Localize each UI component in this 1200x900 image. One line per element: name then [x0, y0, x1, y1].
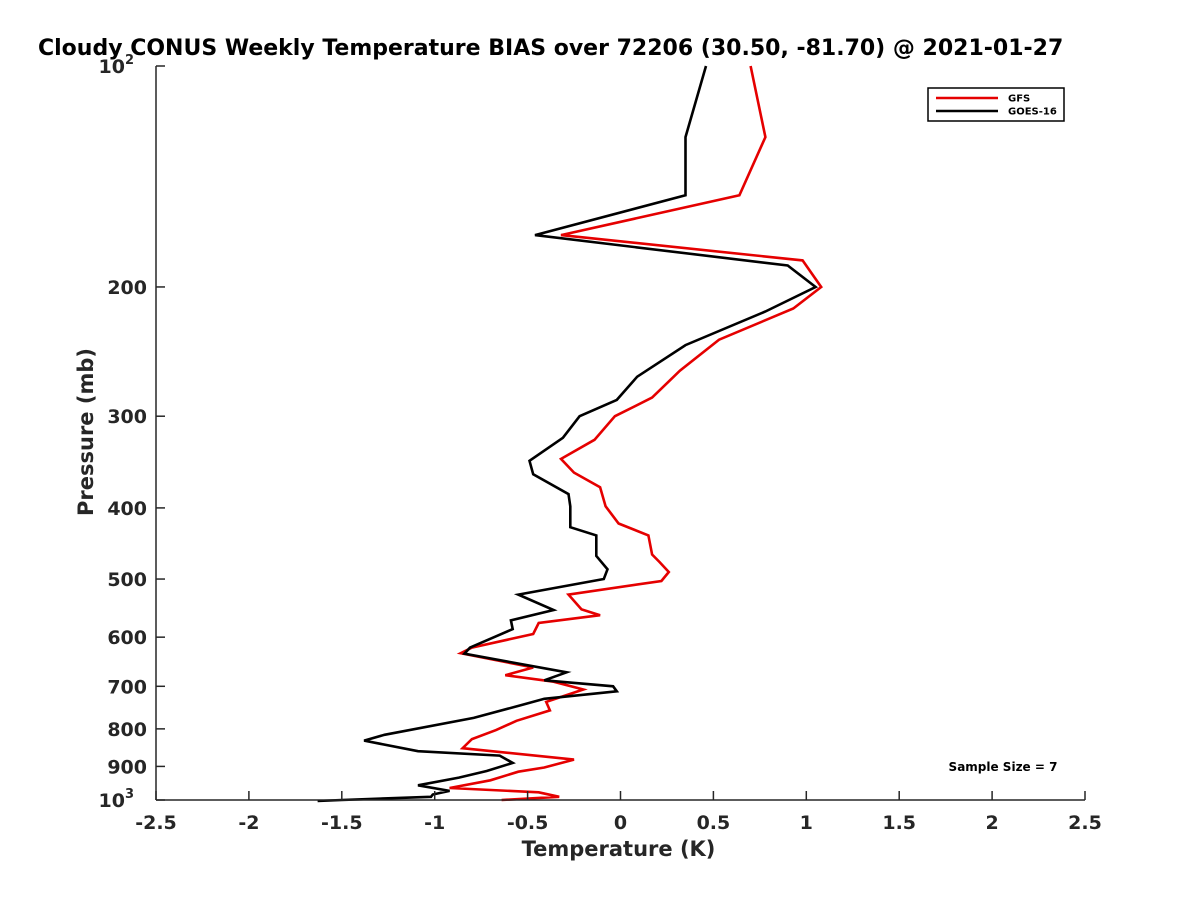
- sample-size-annotation: Sample Size = 7: [949, 760, 1058, 774]
- x-tick-label: 2.5: [1068, 812, 1102, 834]
- series-line-gfs: [449, 65, 823, 802]
- x-tick-label: -2.5: [135, 812, 177, 834]
- chart-title: Cloudy CONUS Weekly Temperature BIAS ove…: [38, 36, 1063, 61]
- x-tick-label: -0.5: [507, 812, 549, 834]
- legend-label: GOES-16: [1008, 107, 1057, 118]
- x-axis-label: Temperature (K): [522, 837, 716, 861]
- x-tick-label: 1.5: [882, 812, 916, 834]
- x-axis: -2.5 -2 -1.5 -1 -0.5 0 0.5 1 1.5 2 2.5: [135, 791, 1102, 834]
- x-tick-label: -1: [424, 812, 445, 834]
- x-tick-label: 2: [985, 812, 998, 834]
- y-axis: 102 200 300 400 500 600 700 800 900 103: [99, 53, 165, 812]
- x-tick-label: -2: [238, 812, 259, 834]
- y-tick-label: 103: [99, 787, 135, 812]
- y-tick-label: 600: [107, 627, 147, 649]
- x-tick-label: 0: [614, 812, 627, 834]
- legend: GFS GOES-16: [927, 87, 1065, 122]
- series-line-goes-16: [317, 65, 819, 803]
- y-tick-label: 900: [107, 756, 147, 778]
- legend-box: [927, 87, 1065, 122]
- y-tick-label: 200: [107, 277, 147, 299]
- y-tick-label: 300: [107, 406, 147, 428]
- x-tick-label: 1: [800, 812, 813, 834]
- y-tick-label: 700: [107, 676, 147, 698]
- y-tick-label: 500: [107, 569, 147, 591]
- y-tick-label: 800: [107, 719, 147, 741]
- y-axis-label: Pressure (mb): [74, 348, 98, 516]
- axes-box: [156, 66, 1085, 800]
- legend-label: GFS: [1008, 94, 1030, 105]
- x-tick-label: -1.5: [321, 812, 363, 834]
- y-tick-label: 400: [107, 498, 147, 520]
- x-tick-label: 0.5: [697, 812, 731, 834]
- plot-lines: [317, 65, 823, 803]
- y-tick-label: 102: [99, 53, 135, 78]
